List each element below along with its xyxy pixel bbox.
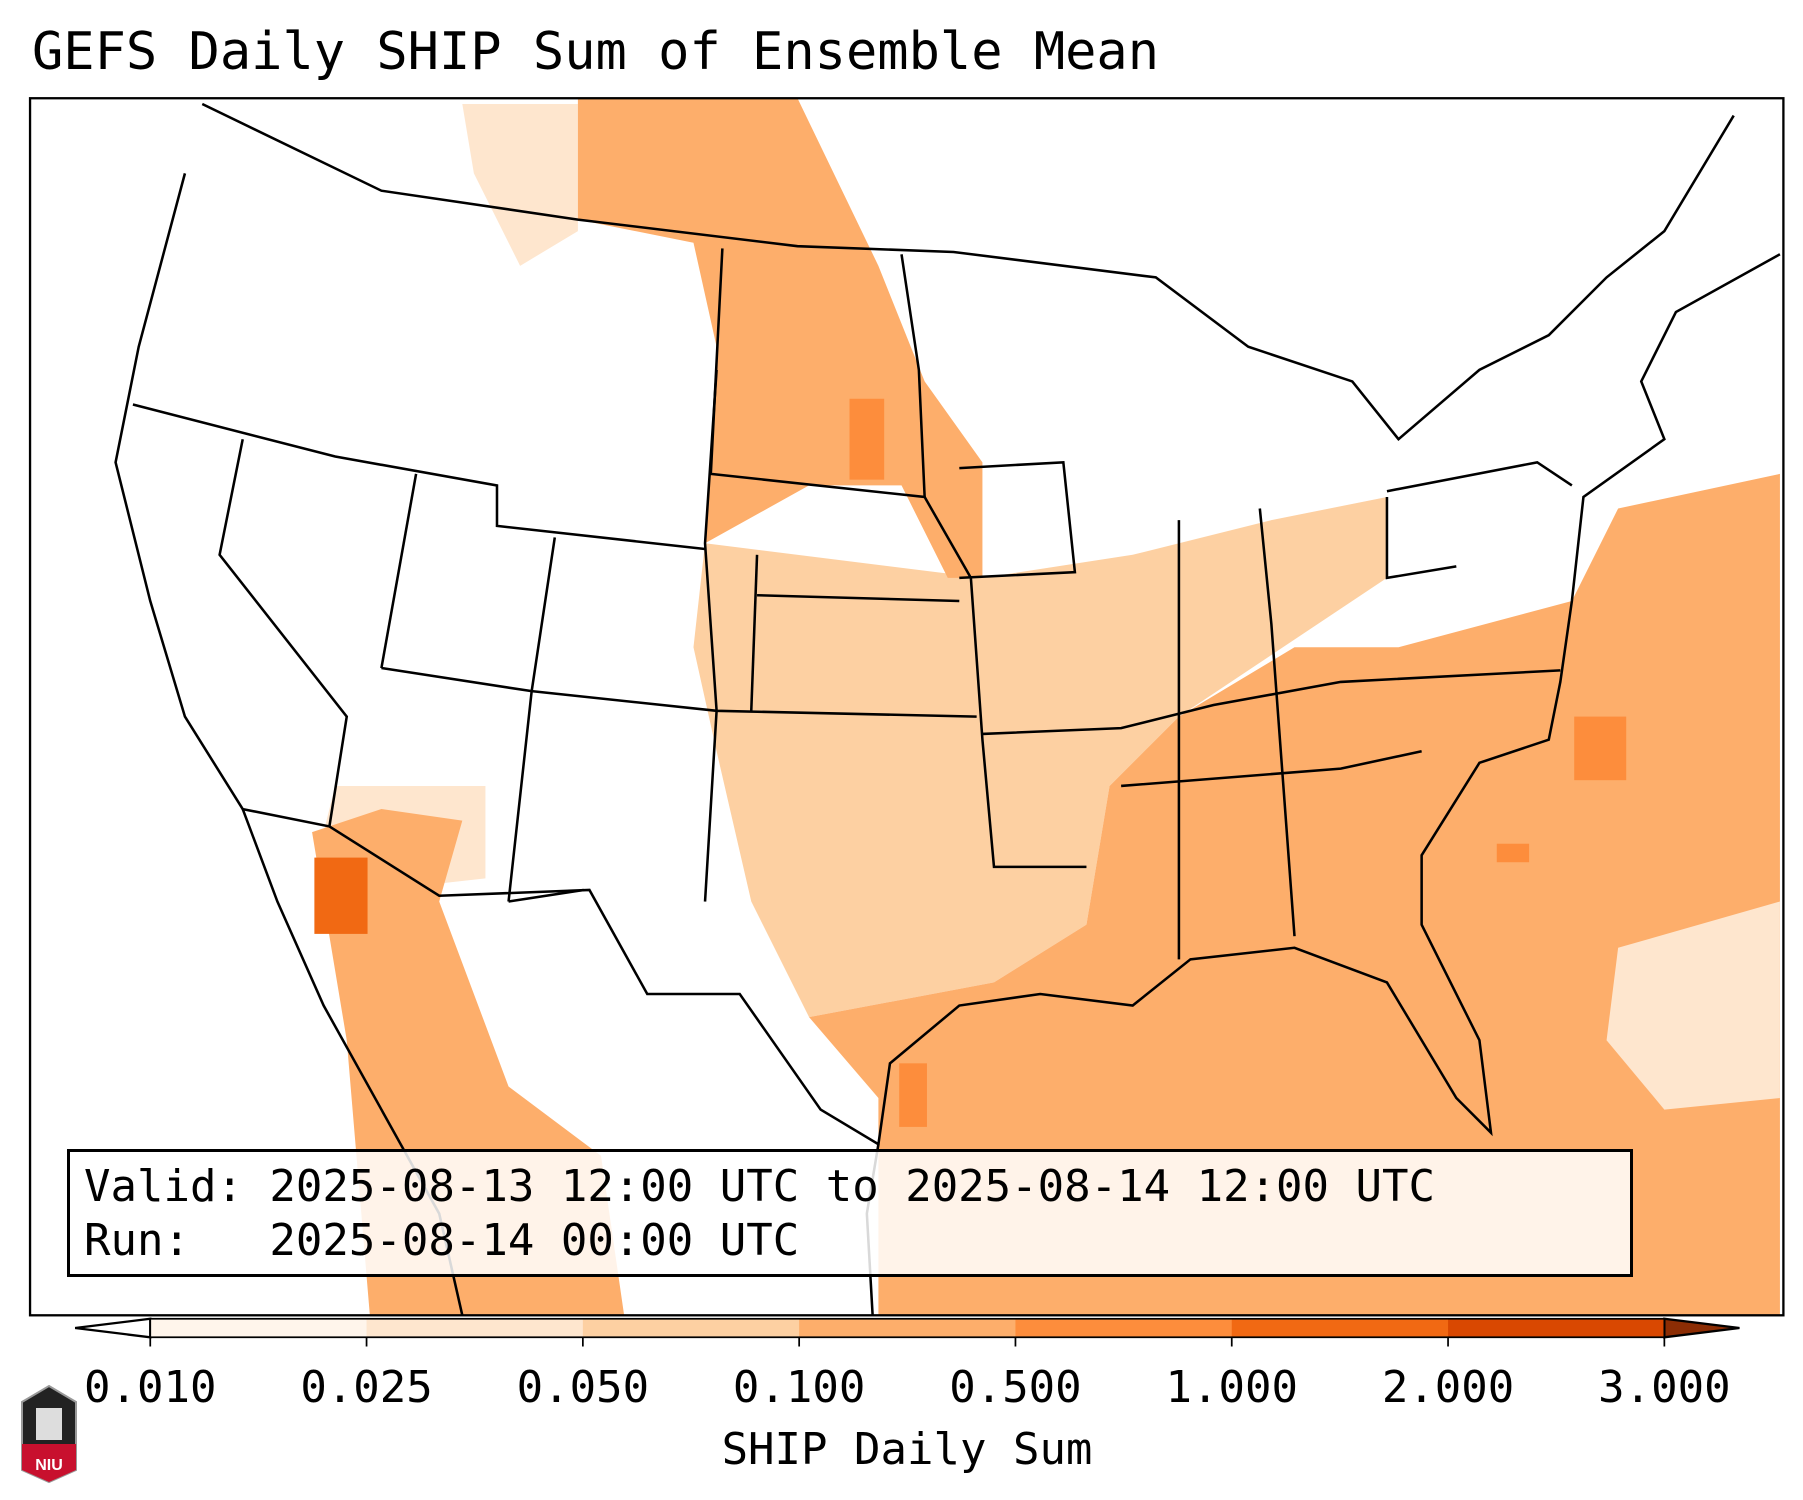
state-line [380,473,418,669]
ship-field-high [849,398,885,480]
map-frame [28,97,1785,1317]
colorbar-tick-label: 1.000 [1165,1362,1298,1413]
state-line [1385,496,1457,580]
ship-field-light [693,496,1387,1018]
svg-text:NIU: NIU [35,1457,63,1474]
state-line [959,460,1077,580]
colorbar-tick-label: 0.050 [516,1362,650,1413]
colorbar-tick-label: 0.025 [300,1362,433,1413]
colorbar-under-arrow [74,1317,152,1339]
ship-field-high [899,1063,927,1127]
canada-border [201,102,1735,442]
colorbar-tick-label: 3.000 [1598,1362,1731,1413]
chart-title: GEFS Daily SHIP Sum of Ensemble Mean [32,22,1160,82]
colorbar-tick-label: 0.100 [732,1362,866,1413]
colorbar-segment [150,1318,368,1338]
state-line [1258,508,1296,937]
run-line: Run: 2025-08-14 00:00 UTC [84,1215,800,1266]
us-coastline [114,173,1781,1147]
ship-field-high [1574,716,1627,781]
ship-field-light-patch [1606,901,1780,1110]
state-line [132,403,706,551]
state-line [218,438,349,827]
state-line [1386,460,1573,493]
state-line [381,666,977,718]
state-line [508,888,584,903]
colorbar-segment [366,1318,584,1338]
colorbar-over-arrow [1663,1317,1740,1339]
colorbar-tick-label: 2.000 [1381,1362,1515,1413]
state-line [1121,750,1422,788]
valid-time-box: Valid: 2025-08-13 12:00 UTC to 2025-08-1… [67,1149,1633,1277]
state-line [982,669,1561,736]
ship-field [312,98,1780,1316]
colorbar-tick-label: 0.010 [84,1362,217,1413]
state-line [900,254,926,498]
state-line [757,593,960,603]
colorbar-outline [149,1317,1666,1339]
valid-line: Valid: 2025-08-13 12:00 UTC to 2025-08-1… [84,1161,1436,1212]
colorbar-label: SHIP Daily Sum [721,1424,1093,1475]
colorbar-segment [1015,1318,1233,1338]
colorbar-segment [1448,1318,1665,1338]
ship-field-high [1496,843,1530,863]
state-line [749,554,759,711]
ship-field-high [314,857,368,934]
niu-logo: NIU [21,1384,77,1484]
colorbar-segment [799,1318,1017,1338]
colorbar-segment [582,1318,800,1338]
colorbar-tick-label: 0.500 [949,1362,1082,1413]
ship-field-mid [809,473,1780,1316]
state-line [507,537,557,902]
ship-field-light [462,104,578,266]
colorbar [74,1317,1740,1347]
colorbar-segment [1231,1318,1449,1338]
